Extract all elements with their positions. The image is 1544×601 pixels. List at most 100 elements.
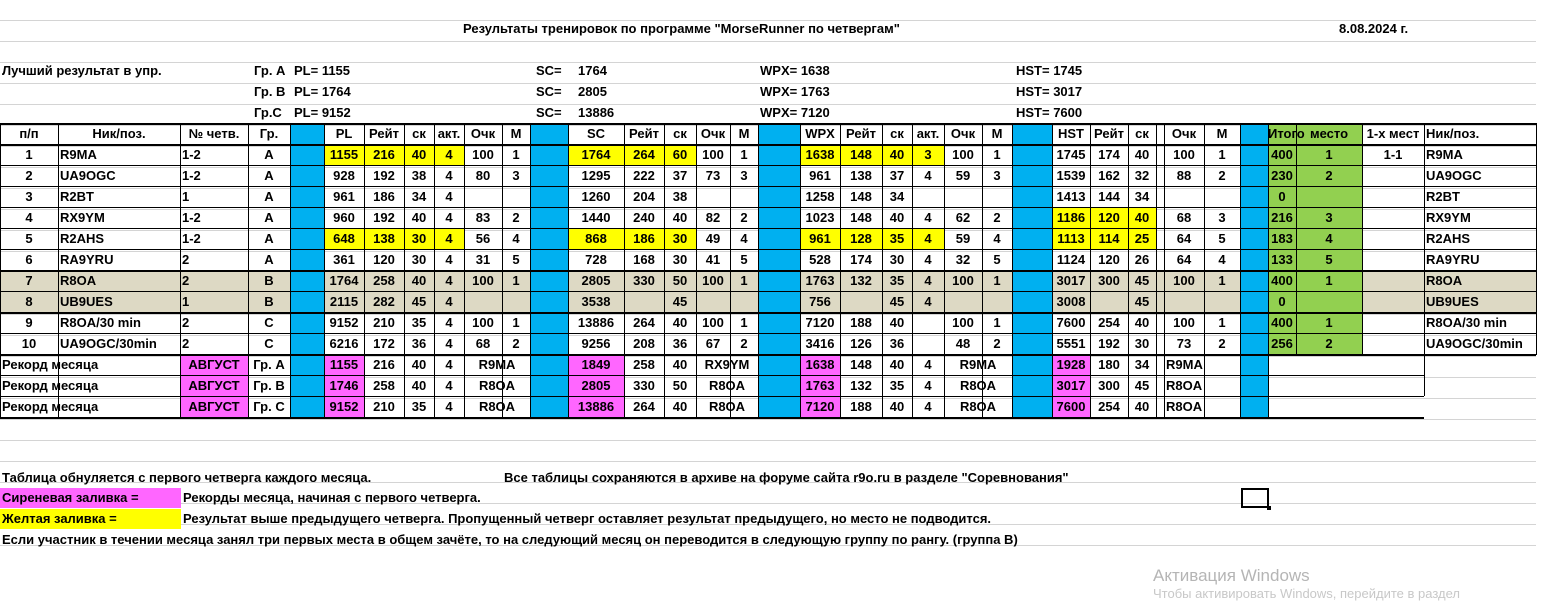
result-cell: 256	[1271, 336, 1293, 351]
result-cell: 1764	[329, 273, 359, 288]
record-sc-value: 40	[672, 357, 688, 372]
result-cell: 37	[672, 168, 688, 183]
record-hst-nick: R8OA	[1166, 399, 1203, 414]
result-cell: 73	[1176, 336, 1192, 351]
result-cell	[1296, 291, 1362, 312]
result-cell: 100	[1173, 273, 1195, 288]
record-hst-value: 7600	[1056, 399, 1086, 414]
result-cell: 728	[585, 252, 607, 267]
legend-lilac-text: Рекорды месяца, начиная с первого четвер…	[183, 490, 481, 505]
record-pl-nick: R9MA	[478, 357, 516, 372]
result-cell: 4	[924, 294, 932, 309]
result-cell	[912, 333, 944, 354]
result-cell: 1295	[581, 168, 611, 183]
result-cell: 30	[672, 252, 688, 267]
result-cell: 528	[809, 252, 831, 267]
month-record-highlight	[324, 396, 364, 417]
result-cell: 1	[512, 273, 520, 288]
gridline	[0, 440, 1536, 441]
result-cell	[730, 186, 758, 207]
result-cell: 400	[1271, 273, 1293, 288]
month-record-highlight	[800, 375, 840, 396]
month-record-highlight	[800, 396, 840, 417]
result-cell: 100	[472, 315, 494, 330]
participant-nick: UB9UES	[60, 294, 113, 309]
result-cell: 186	[373, 189, 395, 204]
result-cell: 7120	[805, 315, 835, 330]
selected-cell[interactable]	[1241, 488, 1271, 510]
result-cell: 100	[1173, 315, 1195, 330]
best-wpx-c: WPX= 7120	[760, 105, 830, 120]
result-cell: 34	[1134, 189, 1150, 204]
participant-nick: R9MA	[1426, 147, 1463, 162]
record-pl-value: 40	[411, 357, 427, 372]
record-wpx-value: 40	[889, 357, 905, 372]
result-cell: 1113	[1057, 231, 1085, 246]
result-cell: 400	[1271, 315, 1293, 330]
result-cell	[1362, 270, 1424, 291]
best-wpx-b: WPX= 1763	[760, 84, 830, 99]
column-header: ск	[1135, 126, 1149, 141]
participant-nick: UA9OGC/30min	[1426, 336, 1523, 351]
sheet-title: Результаты тренировок по программе "Mors…	[463, 21, 900, 36]
column-header: Итого	[1268, 126, 1305, 141]
result-cell: 62	[955, 210, 971, 225]
table-border	[0, 375, 1424, 376]
result-cell: 5	[25, 231, 33, 246]
result-cell: 1260	[581, 189, 611, 204]
result-cell: 648	[333, 231, 355, 246]
column-header: SC	[586, 126, 606, 141]
result-cell: 1763	[805, 273, 835, 288]
result-cell: 3538	[581, 294, 611, 309]
column-header	[290, 123, 324, 144]
result-cell: 4	[924, 231, 932, 246]
record-sc-value: 13886	[577, 399, 615, 414]
result-cell: 148	[850, 189, 872, 204]
result-cell: 40	[889, 315, 905, 330]
sheet-date: 8.08.2024 г.	[1339, 21, 1409, 36]
table-border	[0, 186, 1536, 187]
month-record-highlight	[324, 354, 364, 375]
result-cell: 4	[924, 273, 932, 288]
improved-result-highlight	[324, 228, 464, 249]
result-cell: 1-2	[182, 168, 201, 183]
column-header: Рейт	[1094, 126, 1124, 141]
result-cell: 361	[333, 252, 355, 267]
result-cell: 4	[924, 168, 932, 183]
record-pl-value: 9152	[329, 399, 359, 414]
table-border	[0, 270, 1536, 272]
column-header	[1240, 123, 1268, 144]
participant-nick: R2BT	[1426, 189, 1460, 204]
result-cell	[1156, 144, 1164, 165]
record-wpx-value: 7120	[805, 399, 835, 414]
best-group-c: Гр.С	[254, 105, 282, 120]
result-cell: 258	[373, 273, 395, 288]
legend-yellow-swatch: Желтая заливка =	[0, 509, 181, 529]
record-pl-nick: R8OA	[478, 378, 516, 393]
gridline	[0, 461, 1536, 462]
result-cell: 4	[445, 231, 453, 246]
result-cell: 50	[672, 273, 688, 288]
result-cell: 3	[1218, 210, 1226, 225]
month-record-highlight	[180, 354, 248, 375]
table-border	[0, 333, 1536, 334]
record-wpx-value: 1763	[805, 378, 835, 393]
result-cell	[1156, 249, 1164, 270]
month-record-highlight	[1052, 375, 1090, 396]
participant-nick: UA9OGC/30min	[60, 336, 157, 351]
result-cell: 30	[411, 231, 427, 246]
result-cell: B	[264, 294, 274, 309]
result-cell	[624, 291, 664, 312]
participant-nick: R2AHS	[1426, 231, 1471, 246]
result-cell: 928	[333, 168, 355, 183]
gridline	[0, 419, 1536, 420]
participant-nick: UA9OGC	[1426, 168, 1482, 183]
result-cell: 4	[445, 147, 453, 162]
record-pl-value: 4	[445, 378, 453, 393]
result-cell: 138	[850, 168, 872, 183]
result-cell	[1156, 291, 1164, 312]
result-cell: 1-2	[182, 147, 201, 162]
result-cell: 32	[1134, 168, 1150, 183]
result-cell	[464, 291, 502, 312]
result-cell: 1	[1218, 147, 1226, 162]
